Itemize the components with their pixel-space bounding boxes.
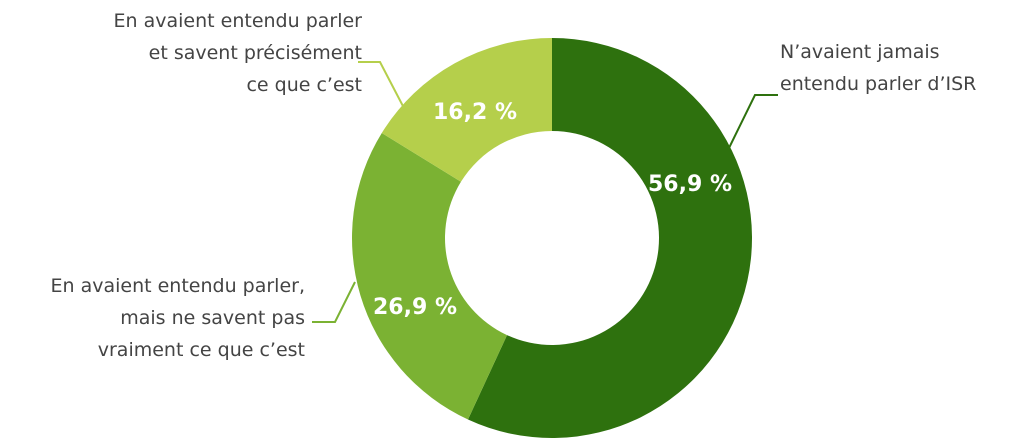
donut-slice [467,38,752,439]
category-label-line: ce que c’est [246,74,362,96]
category-label: N’avaient jamais entendu parler d’ISR [780,41,976,95]
category-label-line: En avaient entendu parler [114,10,363,32]
donut-slice [351,132,508,420]
category-label-line: entendu parler d’ISR [780,73,976,95]
category-label-line: et savent précisément [149,42,362,64]
value-label: 56,9 % [648,172,732,197]
category-label-line: vraiment ce que c’est [98,339,305,361]
value-label: 26,9 % [373,295,457,320]
leader-line [727,94,778,151]
donut-slice [381,38,552,182]
category-label: En avaient entendu parler et savent préci… [114,10,363,96]
leader-line [358,61,406,111]
category-label-line: En avaient entendu parler, [50,275,305,297]
category-label-line: N’avaient jamais [780,41,940,63]
value-label: 16,2 % [433,100,517,125]
category-label-line: mais ne savent pas [120,307,305,329]
category-label: En avaient entendu parler, mais ne savent… [50,275,305,361]
leader-line [312,281,356,323]
